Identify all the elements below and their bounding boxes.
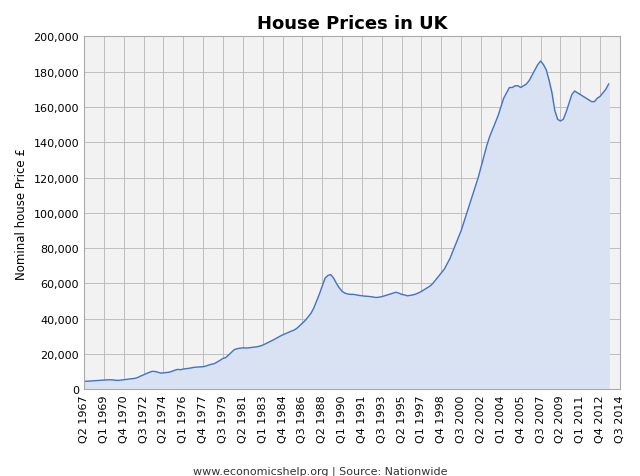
Text: www.economicshelp.org | Source: Nationwide: www.economicshelp.org | Source: Nationwi… xyxy=(193,466,447,476)
Title: House Prices in UK: House Prices in UK xyxy=(257,15,447,33)
Y-axis label: Nominal house Price £: Nominal house Price £ xyxy=(15,148,28,279)
